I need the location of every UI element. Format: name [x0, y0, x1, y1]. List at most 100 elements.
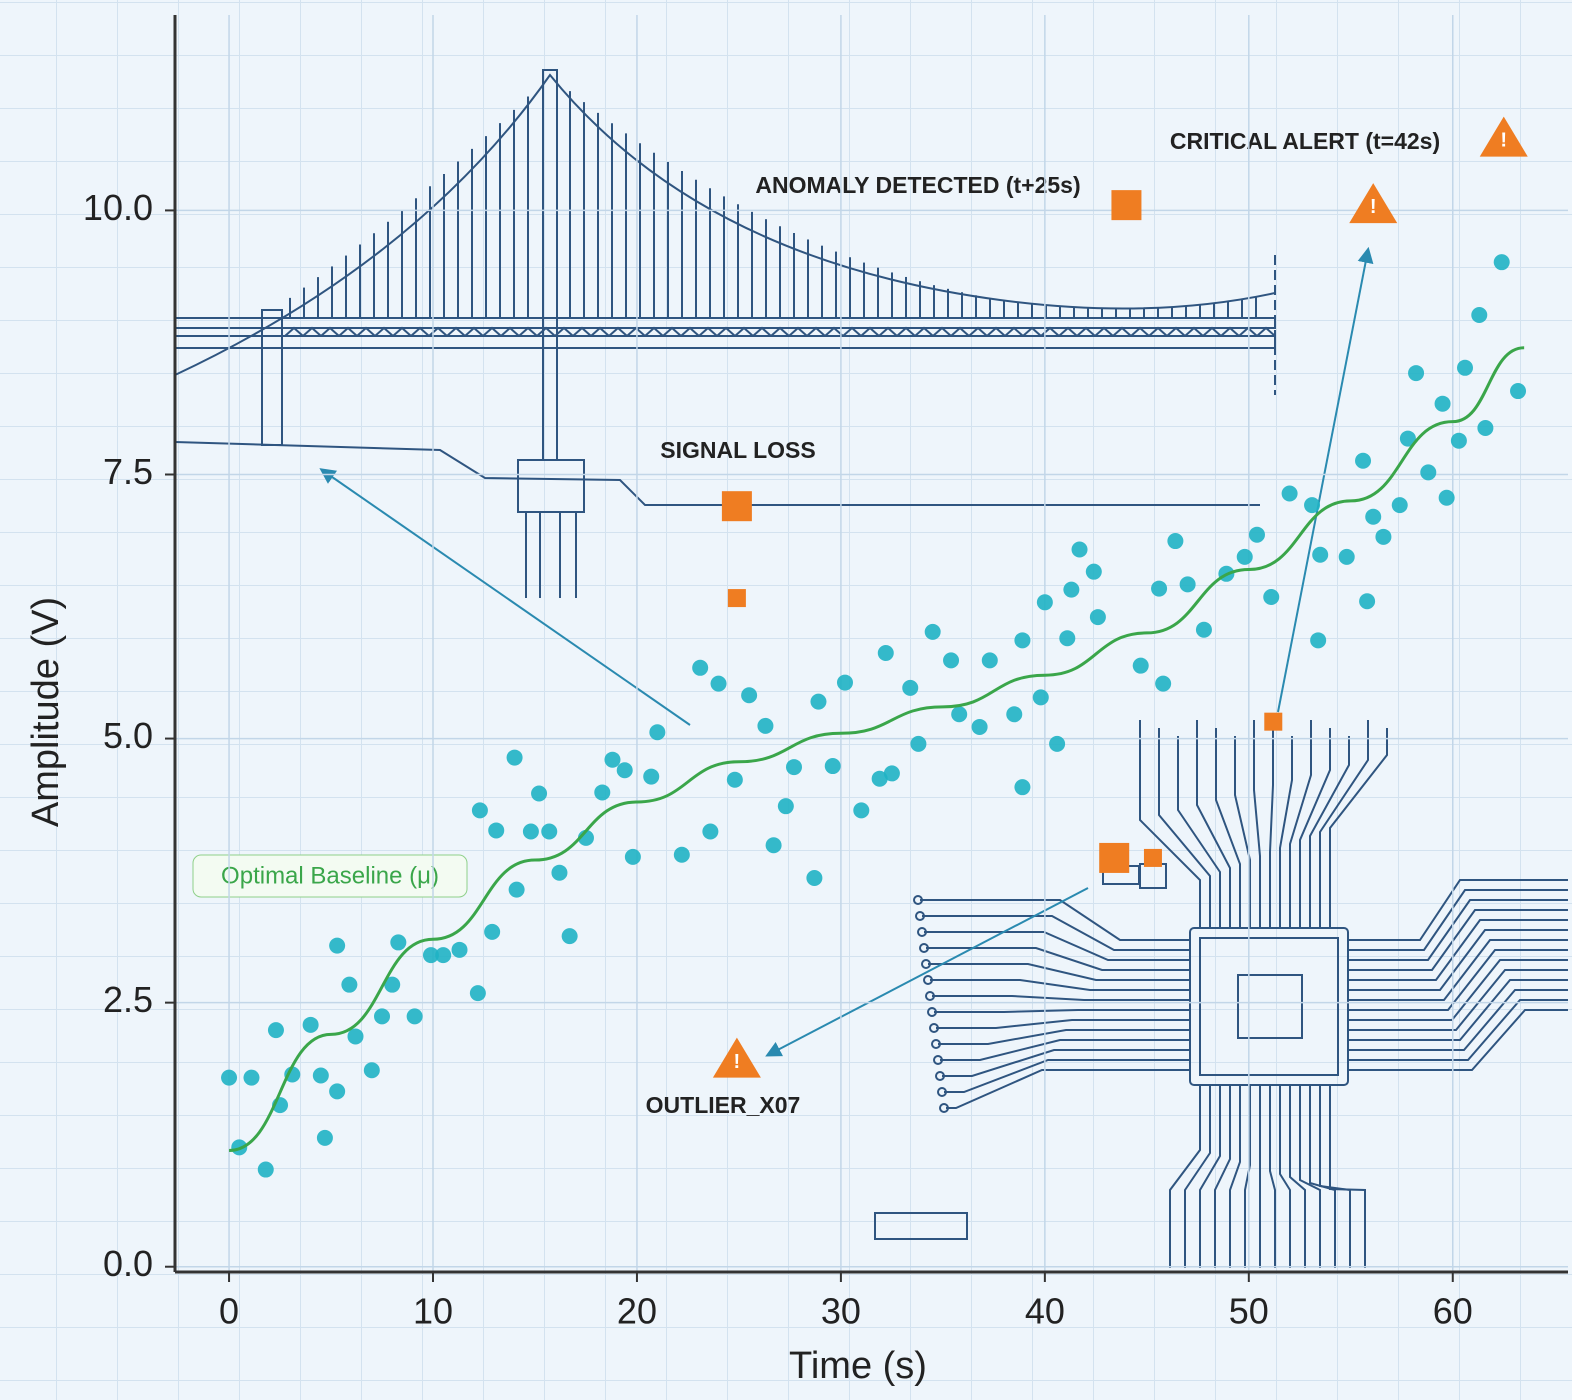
circuit-trace [1215, 728, 1241, 928]
data-point [267, 1022, 284, 1039]
circuit-pad [913, 895, 923, 905]
circuit-trace [934, 1009, 1190, 1013]
baseline-label: Optimal Baseline (μ) [221, 862, 439, 889]
bridge-truss [554, 326, 574, 337]
bridge-truss [1022, 326, 1042, 337]
circuit-trace [1139, 720, 1201, 928]
circuit-trace [1214, 1085, 1231, 1268]
circuit-trace [1158, 728, 1211, 928]
data-point [1420, 464, 1437, 481]
circuit-trace [938, 1029, 1190, 1045]
data-point [1434, 395, 1451, 412]
anomaly-marker [1264, 712, 1283, 731]
y-tick-label: 0.0 [103, 1243, 153, 1284]
circuit-trace [922, 915, 1190, 951]
bridge-truss [788, 326, 808, 337]
data-point [1063, 581, 1080, 598]
circuit-trace [1348, 999, 1568, 1061]
data-point [1359, 593, 1376, 610]
circuit-trace [1348, 949, 1568, 1011]
data-point [312, 1067, 329, 1084]
circuit-trace [1196, 720, 1231, 928]
alert-glyph: ! [734, 1051, 741, 1073]
data-point [451, 941, 468, 958]
bridge-truss [626, 326, 646, 337]
data-point [390, 934, 407, 951]
data-point [374, 1008, 391, 1025]
data-point [551, 864, 568, 881]
data-point [853, 802, 870, 819]
circuit-trace [1229, 1085, 1241, 1268]
data-point [1151, 580, 1168, 597]
circuit-trace [1348, 959, 1568, 1021]
circuit-illustration [874, 720, 1568, 1268]
bridge-truss [590, 326, 610, 337]
data-point [1248, 526, 1265, 543]
data-point [1391, 497, 1408, 514]
bridge-truss [500, 326, 520, 337]
data-point [1036, 594, 1053, 611]
circuit-pad [921, 959, 931, 969]
y-axis-label: Amplitude (V) [25, 597, 67, 827]
x-tick-label: 40 [1025, 1291, 1065, 1332]
data-point [1310, 632, 1327, 649]
alert-marker [712, 1037, 761, 1078]
bridge-truss [842, 326, 862, 337]
circuit-pad [927, 1007, 937, 1017]
bridge-truss [1184, 326, 1204, 337]
bridge-truss [1040, 326, 1060, 337]
data-point [741, 687, 758, 704]
circuit-trace [930, 979, 1190, 991]
bridge-truss [608, 326, 628, 337]
bridge-truss [752, 326, 772, 337]
circuit-pad [925, 991, 935, 1001]
data-point [531, 785, 548, 802]
data-point [924, 623, 941, 640]
circuit-pad [933, 1055, 943, 1065]
data-point [981, 652, 998, 669]
data-point [1089, 609, 1106, 626]
data-point [1399, 430, 1416, 447]
y-tick-label: 7.5 [103, 451, 153, 492]
chip [1189, 927, 1349, 1086]
data-point [1155, 675, 1172, 692]
data-point [469, 985, 486, 1002]
bridge-truss [392, 326, 412, 337]
data-point [341, 976, 358, 993]
data-point [757, 717, 774, 734]
data-point [1312, 546, 1329, 563]
data-point [1355, 452, 1372, 469]
data-point [1167, 533, 1184, 550]
data-point [1477, 420, 1494, 437]
circuit-trace [1348, 899, 1568, 961]
circuit-trace [1348, 989, 1568, 1051]
leader-arrow [319, 468, 691, 726]
circuit-pad [939, 1103, 949, 1113]
data-point [347, 1028, 364, 1045]
data-point [561, 928, 578, 945]
data-point [1375, 528, 1392, 545]
circuit-trace [1279, 1085, 1291, 1268]
circuit-trace [1299, 1085, 1321, 1268]
circuit-trace [1253, 720, 1261, 928]
bridge-abutment [261, 309, 283, 446]
circuit-trace [932, 995, 1190, 1001]
data-point [1059, 630, 1076, 647]
circuit-trace [1329, 728, 1388, 928]
data-point [508, 881, 525, 898]
circuit-trace [1309, 1085, 1336, 1268]
data-point [522, 823, 539, 840]
annotation: ANOMALY DETECTED (t+25s) [755, 172, 1080, 198]
bridge-truss [320, 326, 340, 337]
bridge-truss [770, 326, 790, 337]
data-point [643, 768, 660, 785]
bridge-truss [572, 326, 592, 337]
bridge-truss [806, 326, 826, 337]
data-point [1338, 548, 1355, 565]
baseline-label-box [192, 854, 468, 898]
data-point [1006, 706, 1023, 723]
data-point [1304, 497, 1321, 514]
data-point [1071, 541, 1088, 558]
bridge-truss [1238, 326, 1258, 337]
data-point [902, 679, 919, 696]
